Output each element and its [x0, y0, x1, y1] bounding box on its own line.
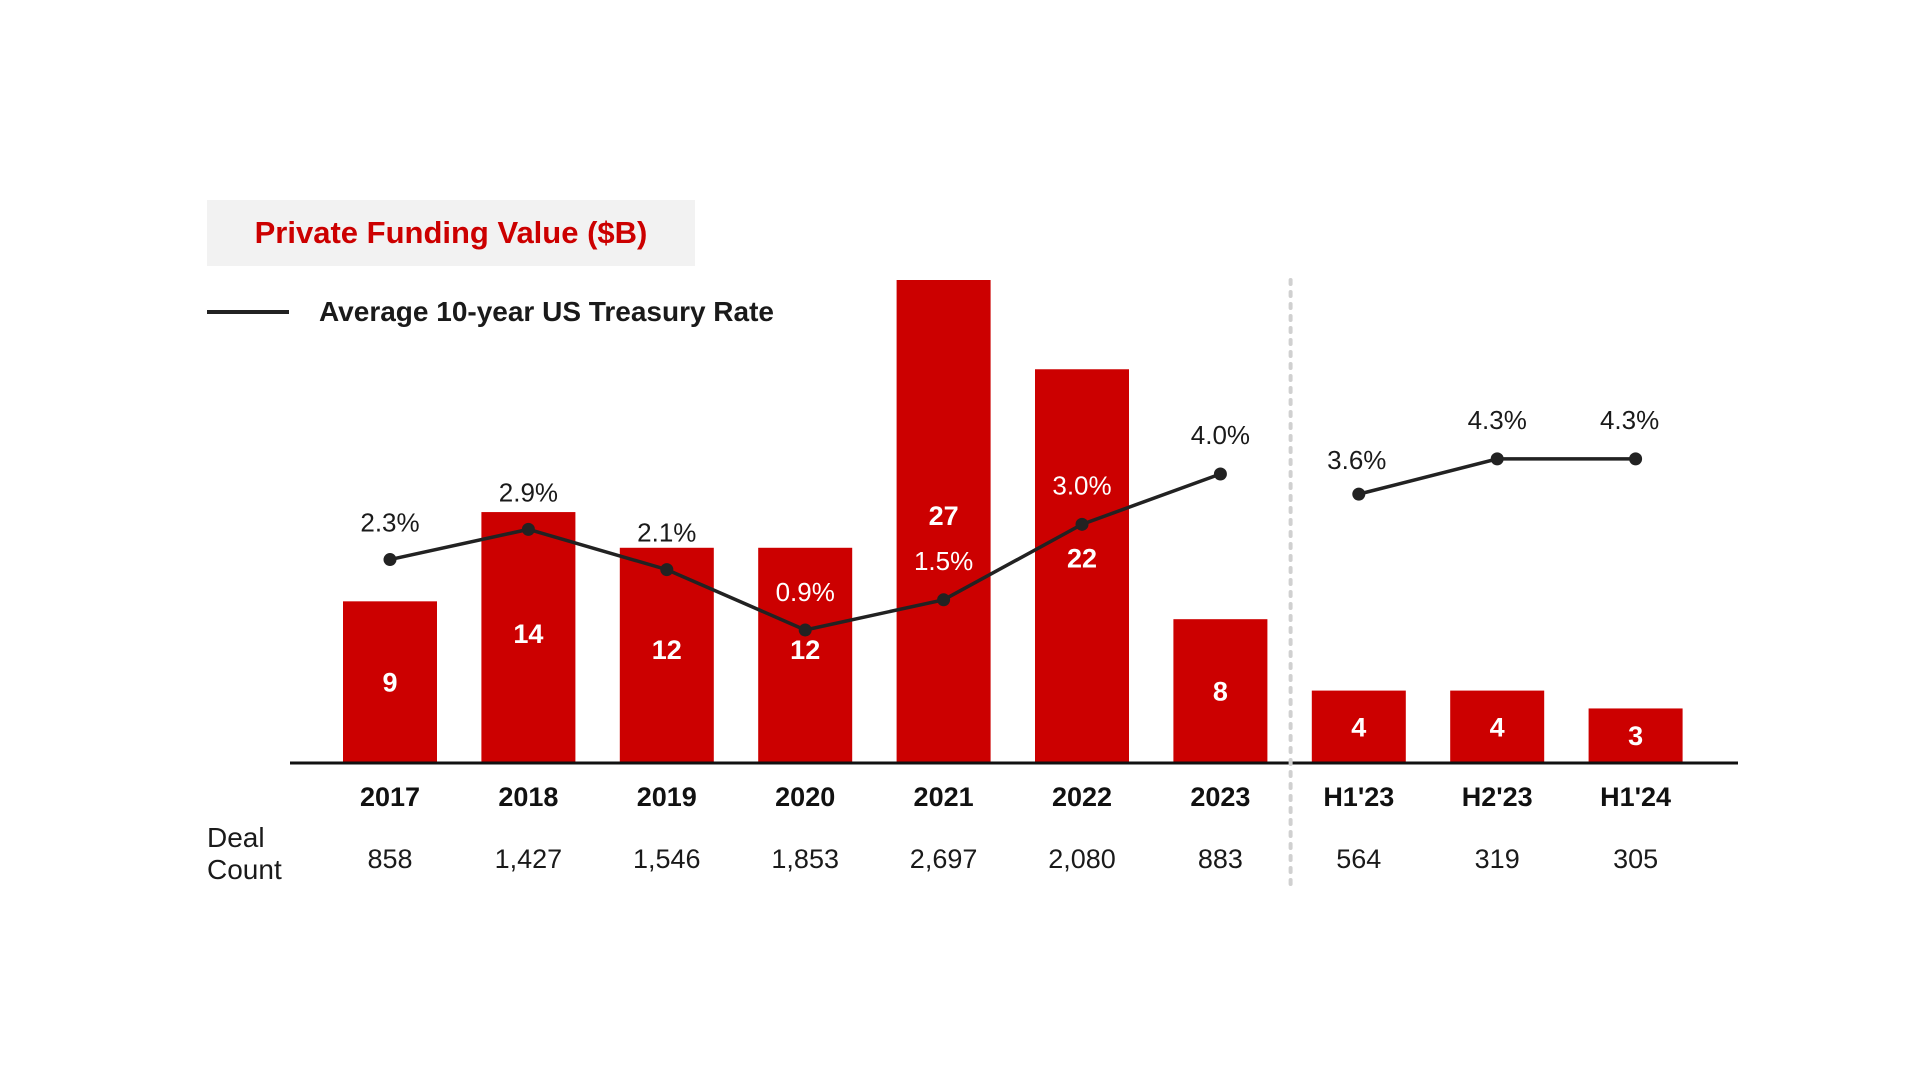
treasury-rate-label: 1.5%	[914, 546, 973, 576]
treasury-rate-point	[383, 553, 397, 567]
treasury-rate-point	[1490, 452, 1504, 466]
x-tick-label: 2020	[775, 782, 835, 812]
x-tick-label: H2'23	[1462, 782, 1533, 812]
bar-value-label: 9	[382, 668, 397, 698]
treasury-rate-point	[521, 522, 535, 536]
treasury-rate-label: 4.3%	[1468, 405, 1527, 435]
bar-h223	[1450, 690, 1545, 762]
x-tick-label: 2021	[914, 782, 974, 812]
bar-value-label: 12	[790, 635, 820, 665]
treasury-rate-point	[1213, 467, 1227, 481]
bar-2022	[1035, 369, 1129, 762]
treasury-rate-label: 2.3%	[360, 508, 419, 538]
treasury-rate-label: 2.1%	[637, 518, 696, 548]
deal-count-value: 305	[1613, 844, 1658, 874]
bar-value-label: 4	[1490, 712, 1505, 742]
bar-2018	[481, 512, 576, 762]
legend-bar-series: Private Funding Value ($B)	[207, 200, 695, 266]
deal-count-value: 858	[367, 844, 412, 874]
bar-2021	[896, 280, 991, 762]
x-tick-label: 2023	[1190, 782, 1250, 812]
treasury-rate-point	[660, 563, 674, 577]
x-tick-label: H1'24	[1600, 782, 1671, 812]
bar-h123	[1311, 690, 1406, 762]
deal-count-value: 2,080	[1048, 844, 1116, 874]
deal-count-value: 1,853	[771, 844, 839, 874]
bar-2023	[1173, 619, 1268, 762]
treasury-rate-label: 3.0%	[1052, 470, 1111, 500]
treasury-rate-label: 3.6%	[1327, 445, 1386, 475]
legend-line-series: Average 10-year US Treasury Rate	[207, 292, 774, 332]
treasury-rate-label: 0.9%	[776, 577, 835, 607]
treasury-rate-point	[1629, 452, 1643, 466]
x-tick-label: 2022	[1052, 782, 1112, 812]
deal-count-value: 883	[1198, 844, 1243, 874]
bar-value-label: 3	[1628, 721, 1643, 751]
bar-value-label: 4	[1351, 712, 1366, 742]
bar-2017	[343, 601, 437, 762]
treasury-rate-point	[1075, 517, 1089, 531]
deal-count-value: 2,697	[910, 844, 978, 874]
treasury-rate-label: 4.3%	[1600, 405, 1659, 435]
treasury-rate-point	[937, 593, 951, 607]
x-tick-label: 2019	[637, 782, 697, 812]
deal-count-value: 564	[1336, 844, 1381, 874]
x-tick-label: H1'23	[1323, 782, 1394, 812]
treasury-rate-label: 4.0%	[1191, 420, 1250, 450]
legend-line-label: Average 10-year US Treasury Rate	[319, 296, 774, 327]
deal-count-label: Deal Count	[207, 822, 282, 885]
treasury-rate-label: 2.9%	[499, 477, 558, 507]
legend-bar-label: Private Funding Value ($B)	[254, 215, 648, 250]
treasury-rate-point	[798, 623, 812, 637]
bar-value-label: 14	[513, 619, 543, 649]
bar-2020	[758, 547, 853, 762]
deal-count-value: 319	[1475, 844, 1520, 874]
bar-value-label: 27	[929, 501, 959, 531]
treasury-rate-point	[1352, 487, 1366, 501]
legend-line-swatch	[207, 310, 289, 314]
bar-value-label: 8	[1213, 677, 1228, 707]
deal-count-value: 1,546	[633, 844, 701, 874]
bar-h124	[1588, 708, 1683, 762]
x-tick-label: 2018	[498, 782, 558, 812]
deal-count-value: 1,427	[495, 844, 563, 874]
x-tick-label: 2017	[360, 782, 420, 812]
bar-value-label: 12	[652, 635, 682, 665]
bar-value-label: 22	[1067, 543, 1097, 573]
